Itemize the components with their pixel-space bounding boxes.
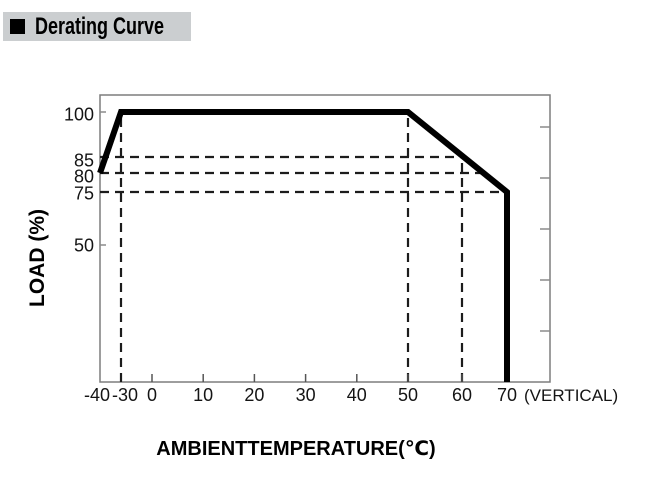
section-title: Derating Curve [35, 12, 165, 40]
derating-curve-line [97, 109, 510, 382]
y-tick-label: 100 [64, 104, 94, 124]
x-axis-title: AMBIENTTEMPERATURE(℃) [156, 438, 435, 460]
x-tick-label: -40 [84, 385, 110, 405]
bullet-square-icon [10, 19, 25, 34]
y-axis-title: LOAD (%) [26, 209, 49, 307]
x-tick-label: 30 [296, 385, 316, 405]
x-tick-label: 10 [193, 385, 213, 405]
x-tick-labels: -40 -30 0 10 20 30 40 50 60 70 [84, 385, 517, 405]
dashed-load-guides [100, 155, 507, 194]
y-tick-label: 50 [74, 235, 94, 255]
x-tick-label: 20 [244, 385, 264, 405]
x-tick-label: 40 [347, 385, 367, 405]
x-tick-label: 0 [147, 385, 157, 405]
x-tick-label: 50 [398, 385, 418, 405]
axis-ticks [100, 111, 550, 382]
y-tick-label: 75 [74, 183, 94, 203]
x-tick-label: 70 [497, 385, 517, 405]
derating-curve-series [97, 109, 510, 382]
vertical-annotation: (VERTICAL) [524, 386, 618, 405]
plot-area-border [99, 94, 551, 383]
dashed-temp-guides [119, 112, 464, 382]
y-tick-label: 85 [74, 150, 94, 170]
x-tick-label: 60 [452, 385, 472, 405]
section-title-bar: Derating Curve [3, 12, 191, 41]
y-tick-label: 80 [74, 166, 94, 186]
x-tick-label: -30 [112, 385, 138, 405]
